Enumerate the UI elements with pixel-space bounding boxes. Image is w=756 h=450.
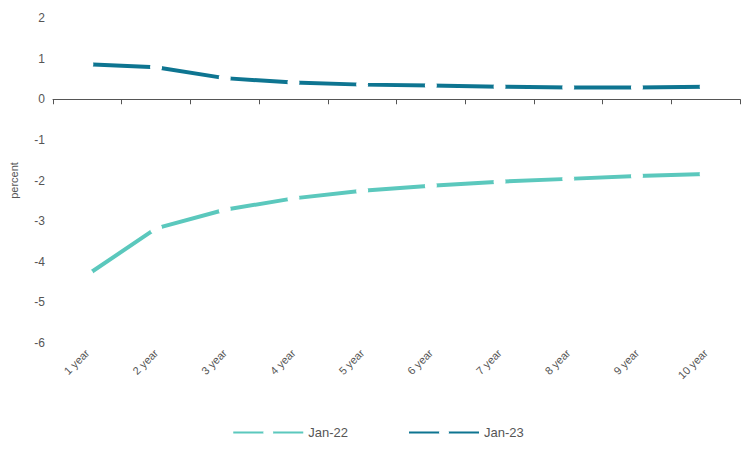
svg-text:1 year: 1 year — [62, 347, 92, 377]
svg-text:10 year: 10 year — [675, 347, 710, 382]
svg-text:9 year: 9 year — [611, 347, 641, 377]
svg-text:7 year: 7 year — [474, 347, 504, 377]
svg-text:percent: percent — [8, 162, 20, 199]
svg-text:-1: -1 — [34, 133, 45, 147]
svg-text:Jan-23: Jan-23 — [484, 425, 524, 440]
svg-text:-6: -6 — [34, 336, 45, 350]
svg-text:8 year: 8 year — [542, 347, 572, 377]
svg-text:6 year: 6 year — [405, 347, 435, 377]
svg-text:-2: -2 — [34, 174, 45, 188]
svg-text:-5: -5 — [34, 295, 45, 309]
svg-text:-4: -4 — [34, 255, 45, 269]
svg-text:-3: -3 — [34, 214, 45, 228]
svg-text:5 year: 5 year — [336, 347, 366, 377]
svg-text:2 year: 2 year — [130, 347, 160, 377]
svg-text:0: 0 — [38, 92, 45, 106]
svg-text:2: 2 — [38, 11, 45, 25]
svg-text:1: 1 — [38, 52, 45, 66]
svg-text:4 year: 4 year — [268, 347, 298, 377]
svg-text:3 year: 3 year — [199, 347, 229, 377]
svg-text:Jan-22: Jan-22 — [308, 425, 348, 440]
